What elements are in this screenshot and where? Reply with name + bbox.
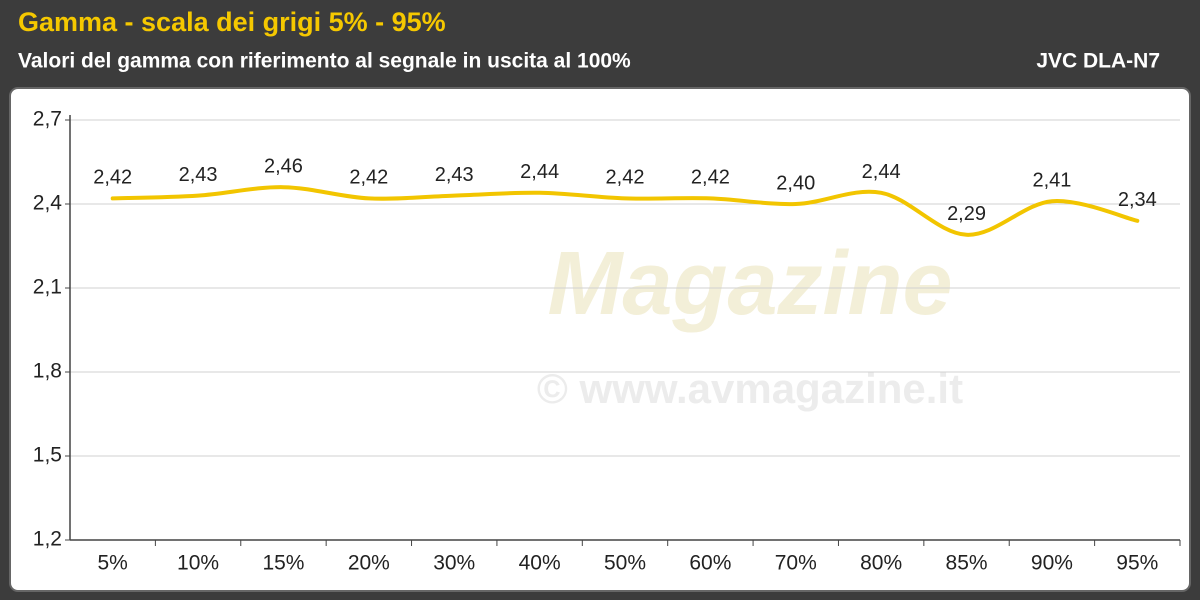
data-label: 2,42: [606, 167, 645, 189]
data-label: 2,43: [435, 164, 474, 186]
y-tick-label: 1,2: [33, 528, 62, 551]
data-label: 2,42: [691, 167, 730, 189]
data-label: 2,40: [776, 172, 815, 194]
data-label: 2,46: [264, 155, 303, 177]
data-label: 2,42: [93, 167, 132, 189]
x-tick-label: 10%: [177, 552, 219, 575]
plot-panel: [9, 87, 1191, 592]
data-label: 2,44: [520, 161, 559, 183]
data-label: 2,34: [1118, 189, 1157, 211]
watermark-logo: Magazine: [547, 234, 952, 334]
gamma-line: [110, 185, 1140, 237]
data-label: 2,29: [947, 203, 986, 225]
data-label: 2,42: [349, 167, 388, 189]
x-tick-label: 20%: [348, 552, 390, 575]
x-tick-label: 85%: [946, 552, 988, 575]
x-tick-label: 60%: [689, 552, 731, 575]
x-tick-label: 40%: [519, 552, 561, 575]
y-tick-label: 2,1: [33, 276, 62, 299]
x-tick-label: 90%: [1031, 552, 1073, 575]
x-tick-label: 95%: [1116, 552, 1158, 575]
x-tick-label: 50%: [604, 552, 646, 575]
x-tick-label: 15%: [262, 552, 304, 575]
watermark-text: © www.avmagazine.it: [537, 365, 963, 412]
data-label: 2,41: [1032, 169, 1071, 191]
data-label: 2,44: [862, 161, 901, 183]
y-tick-label: 1,5: [33, 444, 62, 467]
y-tick-label: 1,8: [33, 360, 62, 383]
chart-title: Gamma - scala dei grigi 5% - 95%: [18, 7, 446, 37]
y-tick-label: 2,4: [33, 192, 63, 215]
model-label: JVC DLA-N7: [1036, 50, 1160, 73]
x-tick-label: 80%: [860, 552, 902, 575]
x-tick-label: 5%: [98, 552, 128, 575]
chart-subtitle: Valori del gamma con riferimento al segn…: [18, 50, 631, 73]
data-label: 2,43: [179, 164, 218, 186]
x-tick-label: 70%: [775, 552, 817, 575]
x-tick-label: 30%: [433, 552, 475, 575]
y-tick-label: 2,7: [33, 108, 62, 131]
